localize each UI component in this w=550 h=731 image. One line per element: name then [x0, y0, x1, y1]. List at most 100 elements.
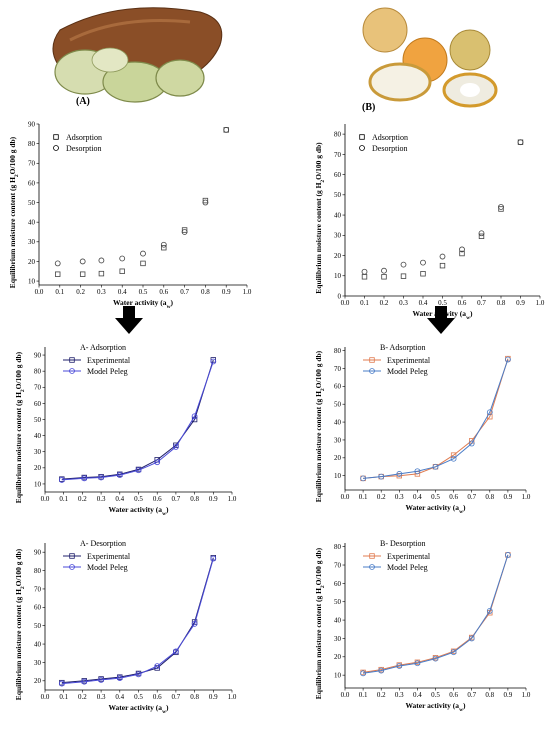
series-line-1	[363, 554, 509, 674]
y-tick-label: 10	[334, 472, 342, 480]
x-tick-label: 0.0	[35, 288, 44, 296]
y-tick-label: 90	[28, 120, 36, 128]
data-point	[119, 268, 125, 274]
x-axis-label: Water activity (aw)	[405, 503, 466, 515]
y-tick-label: 90	[34, 351, 42, 359]
data-point	[381, 267, 387, 274]
photo-b: (B)	[362, 7, 498, 113]
y-axis-label: Equilibrium moisture content (g H2O/100 …	[14, 351, 26, 503]
x-tick-label: 0.8	[485, 493, 494, 501]
data-point	[486, 608, 493, 614]
photo-b-label: (B)	[362, 102, 375, 113]
x-tick-label: 0.1	[359, 493, 368, 501]
series-line-1	[61, 558, 214, 685]
data-point	[517, 139, 524, 146]
x-tick-label: 0.6	[153, 495, 162, 503]
x-tick-label: 0.1	[55, 288, 64, 296]
photo-a-label: (A)	[76, 96, 90, 107]
y-tick-label: 10	[28, 277, 36, 285]
y-tick-label: 50	[334, 401, 342, 409]
data-point	[504, 356, 511, 363]
y-tick-label: 40	[34, 640, 42, 648]
data-point	[478, 230, 485, 237]
x-tick-label: 0.4	[419, 299, 428, 307]
x-tick-label: 0.2	[377, 493, 386, 501]
y-axis-label: Equilibrium moisture content (g H2O/100 …	[8, 136, 20, 288]
legend-marker	[359, 134, 365, 140]
x-tick-label: 0.8	[485, 691, 494, 699]
data-point	[81, 475, 88, 482]
x-tick-label: 0.7	[467, 493, 476, 501]
y-tick-label: 60	[334, 383, 342, 391]
data-point	[468, 440, 475, 447]
data-point	[439, 253, 446, 260]
legend-label: Experimental	[387, 552, 431, 561]
data-point	[381, 274, 387, 280]
data-point	[116, 675, 123, 681]
x-tick-label: 0.5	[431, 493, 440, 501]
x-tick-label: 0.2	[78, 693, 87, 701]
panel-title: A- Adsorption	[80, 343, 126, 352]
pod-seed-4-shape	[91, 47, 129, 73]
data-point	[58, 680, 65, 687]
data-point	[459, 250, 465, 257]
legend-marker	[53, 145, 59, 151]
x-tick-label: 0.1	[59, 693, 68, 701]
data-point	[135, 467, 142, 474]
chart-A-adsorption-peleg: 0.0 0.1 0.2 0.3 0.4 0.5 0.6 0.7 0.8 0.9 1.0 10 20 30 4…	[14, 343, 237, 517]
x-tick-label: 0.3	[399, 299, 408, 307]
x-tick-label: 0.5	[134, 693, 143, 701]
legend-label: Adsorption	[372, 133, 408, 142]
y-tick-label: 10	[334, 672, 342, 680]
data-point	[378, 667, 385, 674]
x-tick-label: 0.8	[497, 299, 506, 307]
y-tick-label: 20	[28, 258, 36, 266]
data-point	[396, 471, 403, 477]
y-tick-label: 10	[34, 480, 42, 488]
x-tick-label: 0.6	[153, 693, 162, 701]
data-point	[79, 271, 86, 277]
data-point	[478, 233, 485, 240]
y-tick-label: 50	[34, 416, 42, 424]
legend-marker	[369, 553, 375, 559]
y-tick-label: 50	[28, 199, 36, 207]
data-point	[450, 452, 457, 458]
y-tick-label: 20	[334, 653, 342, 661]
x-tick-label: 0.4	[413, 493, 422, 501]
y-tick-label: 70	[334, 561, 342, 569]
x-tick-label: 0.2	[380, 299, 389, 307]
data-point	[116, 472, 123, 478]
data-point	[55, 271, 61, 277]
data-point	[172, 648, 179, 655]
y-tick-label: 30	[28, 238, 36, 246]
x-tick-label: 0.2	[78, 495, 87, 503]
data-point	[498, 206, 504, 212]
data-point	[98, 676, 104, 683]
x-tick-label: 0.4	[115, 495, 124, 503]
series-line-0	[61, 557, 214, 684]
x-tick-label: 0.4	[413, 691, 422, 699]
data-point	[98, 257, 105, 264]
data-point	[486, 409, 493, 416]
data-point	[361, 274, 368, 280]
x-tick-label: 0.3	[97, 288, 106, 296]
y-tick-label: 10	[334, 272, 342, 280]
data-point	[140, 260, 146, 267]
y-axis-label: Equilibrium moisture content (g H2O/100 …	[14, 548, 26, 700]
series-line-0	[363, 554, 509, 673]
x-tick-label: 0.5	[438, 299, 447, 307]
y-tick-label: 60	[34, 400, 42, 408]
y-tick-label: 40	[334, 211, 342, 219]
x-tick-label: 0.0	[41, 693, 50, 701]
data-point	[378, 473, 385, 480]
panel-title: B- Desorption	[380, 539, 426, 548]
x-tick-label: 0.6	[449, 493, 458, 501]
legend-label: Desorption	[372, 144, 408, 153]
x-tick-label: 0.6	[458, 299, 467, 307]
legend-marker	[369, 368, 375, 374]
y-tick-label: 40	[28, 219, 36, 227]
data-point	[420, 271, 426, 277]
x-tick-label: 0.4	[115, 693, 124, 701]
data-point	[202, 199, 209, 206]
